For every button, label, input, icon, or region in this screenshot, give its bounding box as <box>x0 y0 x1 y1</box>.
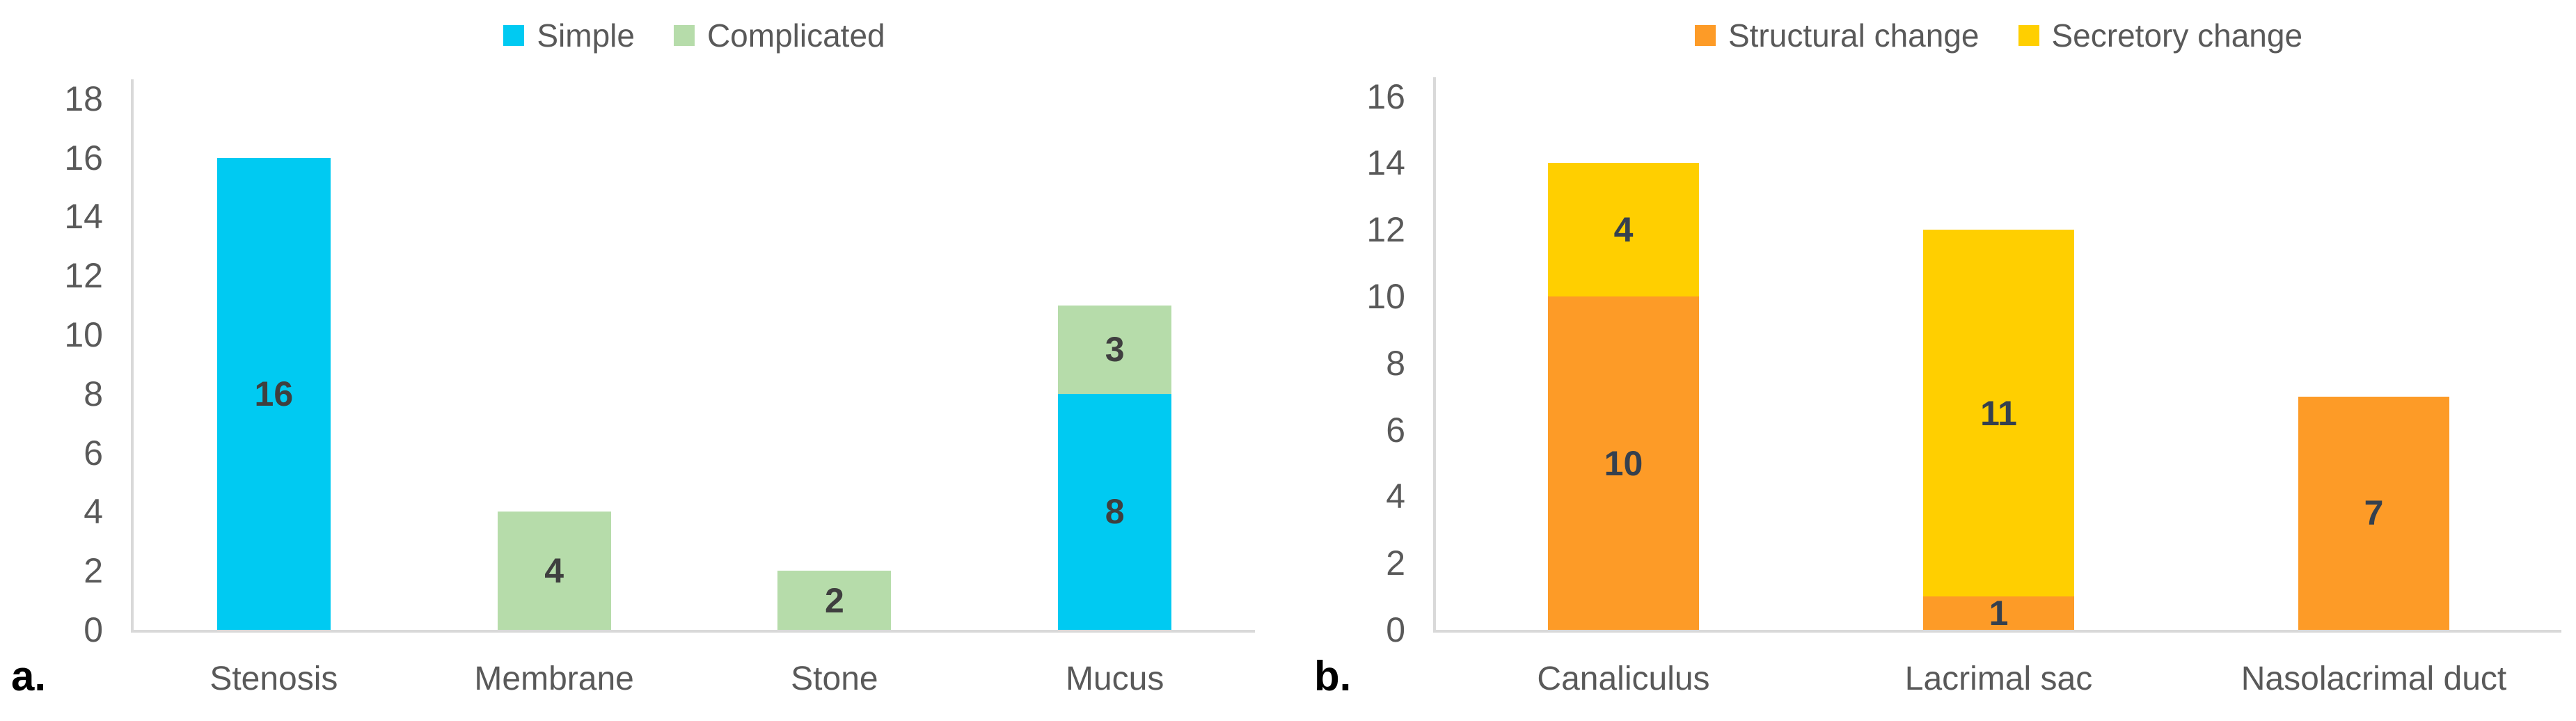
y-tick-label: 14 <box>64 197 103 237</box>
x-axis-line <box>131 630 1255 633</box>
y-tick-label: 14 <box>1366 143 1405 183</box>
bar-segment-simple <box>216 157 331 630</box>
legend-label: Secretory change <box>2051 17 2303 54</box>
panel-a: a. Simple Complicated 0 2 4 6 8 10 12 14 16 18 16 Ste… <box>11 14 1255 699</box>
y-tick-label: 2 <box>84 551 103 591</box>
y-tick-label: 0 <box>84 610 103 649</box>
legend-item-structural-change: Structural change <box>1694 17 1980 54</box>
category-label: Lacrimal sac <box>1904 660 2093 697</box>
y-tick-label: 16 <box>64 138 103 177</box>
bar-value-label: 4 <box>544 551 564 591</box>
legend-swatch-icon <box>673 25 695 46</box>
legend-swatch-icon <box>2018 25 2039 46</box>
panel-b: b. Structural change Secretory change 0 2 4 6… <box>1288 0 2576 721</box>
bar-value-label: 8 <box>1105 492 1125 532</box>
category-label: Stenosis <box>210 660 338 697</box>
bar-segment-structural-change <box>2298 396 2450 630</box>
bar-value-label: 7 <box>2364 493 2384 533</box>
category-label: Canaliculus <box>1537 660 1710 697</box>
x-axis-line <box>1433 630 2561 633</box>
panel-b-corner-label: b. <box>1314 653 1352 699</box>
y-tick-label: 2 <box>1386 544 1405 583</box>
y-tick-label: 10 <box>64 315 103 354</box>
legend: Structural change Secretory change <box>1436 14 2561 57</box>
y-tick-label: 4 <box>84 492 103 532</box>
legend-item-simple: Simple <box>503 17 635 54</box>
bar-segment-secretory-change <box>1547 163 1700 296</box>
bar-segment-structural-change <box>1547 296 1700 630</box>
legend-swatch-icon <box>1694 25 1716 46</box>
bar-value-label: 11 <box>1980 393 2017 433</box>
bar-value-label: 10 <box>1604 443 1643 483</box>
y-tick-label: 6 <box>1386 410 1405 450</box>
y-tick-label: 18 <box>64 79 103 118</box>
panel-a-corner-label: a. <box>11 653 47 699</box>
y-tick-label: 6 <box>84 433 103 473</box>
y-tick-label: 4 <box>1386 477 1405 516</box>
bar-segment-complicated <box>497 512 611 630</box>
legend-item-secretory-change: Secretory change <box>2018 17 2303 54</box>
legend-swatch-icon <box>503 25 525 46</box>
legend: Simple Complicated <box>134 14 1255 57</box>
bar-value-label: 4 <box>1613 210 1634 250</box>
y-tick-label: 8 <box>84 374 103 413</box>
bar-segment-complicated <box>777 571 892 630</box>
category-label: Stone <box>791 660 878 697</box>
y-axis-line <box>1433 77 1436 633</box>
y-tick-label: 12 <box>1366 210 1405 250</box>
bar-value-label: 16 <box>254 374 294 413</box>
bar-value-label: 3 <box>1105 330 1125 370</box>
bar-value-label: 2 <box>824 580 844 620</box>
bar-segment-secretory-change <box>1922 230 2075 597</box>
bar-segment-structural-change <box>1922 596 2075 630</box>
bar-segment-complicated <box>1058 305 1172 394</box>
legend-label: Structural change <box>1728 17 1980 54</box>
bar-segment-simple <box>1058 393 1172 630</box>
y-tick-label: 12 <box>64 256 103 296</box>
category-label: Mucus <box>1065 660 1164 697</box>
y-tick-label: 16 <box>1366 77 1405 116</box>
category-label: Nasolacrimal duct <box>2241 660 2507 697</box>
y-tick-label: 8 <box>1386 343 1405 383</box>
y-tick-label: 0 <box>1386 610 1405 649</box>
y-tick-label: 10 <box>1366 277 1405 316</box>
legend-label: Simple <box>537 17 635 54</box>
bar-value-label: 1 <box>1989 594 2009 633</box>
category-label: Membrane <box>474 660 634 697</box>
legend-label: Complicated <box>706 17 885 54</box>
y-axis-line <box>131 79 134 633</box>
legend-item-complicated: Complicated <box>673 17 885 54</box>
